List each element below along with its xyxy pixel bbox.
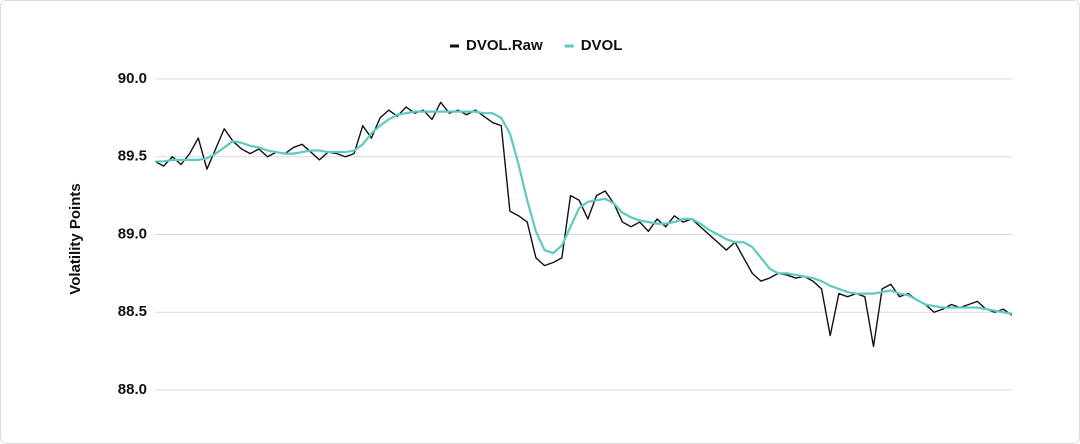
legend: DVOL.Raw DVOL bbox=[450, 37, 622, 54]
legend-label: DVOL.Raw bbox=[466, 37, 543, 54]
legend-item: DVOL.Raw bbox=[450, 37, 543, 54]
legend-label: DVOL bbox=[581, 37, 623, 54]
y-tick-label: 88.0 bbox=[118, 381, 147, 398]
y-tick-label: 89.0 bbox=[118, 225, 147, 242]
y-axis-label: Volatility Points bbox=[67, 183, 84, 294]
y-tick-label: 90.0 bbox=[118, 70, 147, 87]
y-tick-label: 89.5 bbox=[118, 148, 147, 165]
series-line bbox=[154, 101, 1013, 348]
y-tick-label: 88.5 bbox=[118, 303, 147, 320]
series-line bbox=[155, 110, 1013, 315]
legend-item: DVOL bbox=[564, 37, 623, 54]
